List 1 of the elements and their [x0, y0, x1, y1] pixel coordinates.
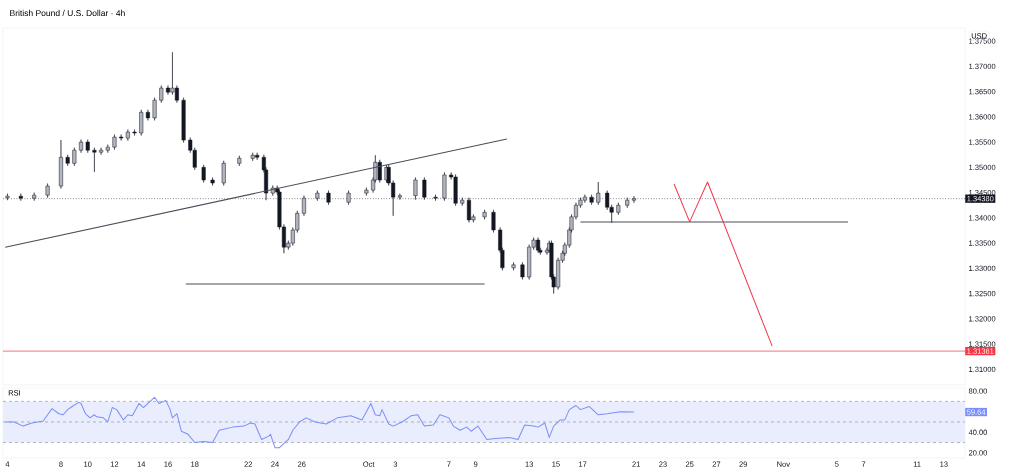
chart-title: British Pound / U.S. Dollar · 4h [10, 9, 125, 17]
